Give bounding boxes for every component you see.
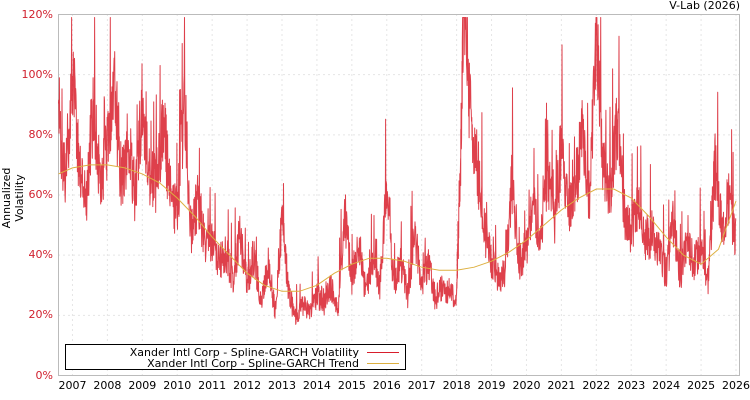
- x-tick-label: 2012: [233, 379, 262, 392]
- x-tick-label: 2014: [302, 379, 331, 392]
- legend-label: Xander Intl Corp - Spline-GARCH Volatili…: [129, 345, 359, 359]
- y-tick-label: 100%: [21, 67, 53, 81]
- x-tick-label: 2013: [268, 379, 296, 392]
- x-tick-label: 2011: [198, 379, 227, 392]
- x-tick-label: 2022: [582, 379, 611, 392]
- x-tick-label: 2010: [163, 379, 192, 392]
- y-tick-label: 120%: [21, 7, 53, 21]
- x-tick-label: 2026: [722, 379, 750, 392]
- x-tick-label: 2007: [58, 379, 87, 392]
- credit-label: V-Lab (2026): [669, 0, 740, 12]
- legend-swatch-volatility: [367, 351, 399, 353]
- y-tick-label: 40%: [28, 248, 53, 262]
- x-tick-label: 2015: [337, 379, 366, 392]
- legend-item-volatility: Xander Intl Corp - Spline-GARCH Volatili…: [129, 345, 399, 359]
- y-tick-label: 20%: [28, 308, 53, 322]
- x-tick-label: 2009: [128, 379, 157, 392]
- x-tick-label: 2025: [687, 379, 716, 392]
- x-tick-label: 2019: [477, 379, 506, 392]
- x-tick-label: 2024: [652, 379, 681, 392]
- x-tick-label: 2020: [512, 379, 541, 392]
- plot-area-frame: [58, 14, 740, 376]
- legend-swatch-trend: [367, 362, 399, 364]
- y-tick-label: 60%: [28, 188, 53, 201]
- y-tick-label: 0%: [35, 368, 53, 382]
- x-tick-label: 2017: [407, 379, 436, 392]
- trend-line: [58, 164, 737, 292]
- y-tick-label: 80%: [28, 127, 53, 141]
- legend-label: Xander Intl Corp - Spline-GARCH Trend: [147, 356, 359, 370]
- x-tick-label: 2018: [442, 379, 471, 392]
- legend-item-trend: Xander Intl Corp - Spline-GARCH Trend: [147, 356, 399, 370]
- x-tick-label: 2021: [547, 379, 576, 392]
- x-tick-label: 2016: [372, 379, 401, 392]
- volatility-line: [58, 17, 737, 325]
- x-tick-label: 2023: [617, 379, 646, 392]
- legend: Xander Intl Corp - Spline-GARCH Volatili…: [65, 344, 406, 370]
- x-tick-label: 2008: [93, 379, 122, 392]
- y-axis-title: Annualized Volatility: [0, 167, 26, 229]
